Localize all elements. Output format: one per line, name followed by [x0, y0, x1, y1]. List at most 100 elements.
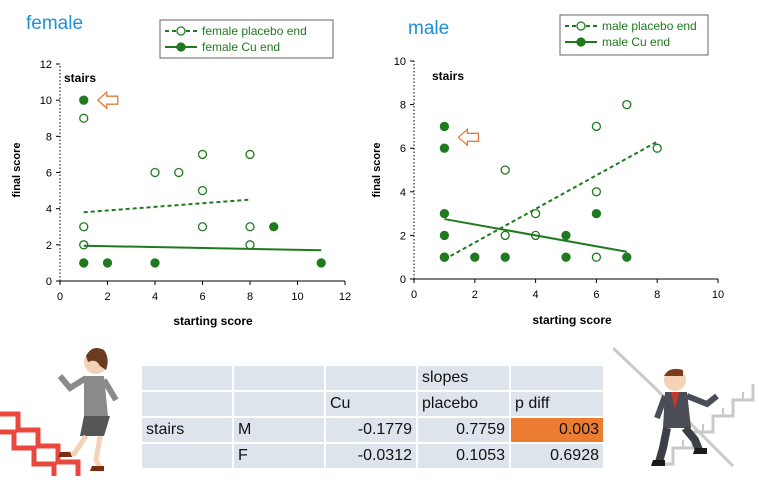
y-tick-label: 4: [46, 204, 52, 216]
legend-label: female Cu end: [202, 40, 280, 54]
row-label: M: [234, 418, 324, 442]
cu-data-point: [622, 252, 632, 262]
slopes-table: slopes Cu placebo p diff stairs M -0.177…: [140, 364, 605, 470]
y-tick-label: 10: [394, 56, 406, 68]
x-tick-label: 8: [654, 289, 660, 301]
placebo-data-point: [591, 187, 602, 197]
placebo-data-point: [500, 230, 510, 241]
placebo-data-point: [622, 99, 632, 110]
row-group-label: stairs: [142, 418, 232, 442]
cu-fit-line: [444, 218, 627, 253]
man-climbing-stairs-illustration: [613, 346, 755, 468]
x-tick-label: 6: [199, 291, 205, 303]
cu-data-point: [591, 208, 602, 219]
y-tick-label: 2: [400, 230, 406, 242]
woman-figure: [57, 348, 119, 471]
table-header-row: slopes: [142, 366, 603, 390]
y-tick-label: 0: [400, 274, 406, 286]
cu-slope-cell: -0.1779: [326, 418, 416, 442]
cu-data-point: [439, 252, 450, 262]
table-row: F -0.0312 0.1053 0.6928: [142, 444, 603, 468]
cu-data-point: [470, 252, 480, 262]
female-stairs-chart: 0 2 4 6 8 10 12 0 2 4 6 8 10 12 stairs starting score fi…: [11, 19, 351, 328]
cu-data-point: [150, 258, 160, 268]
y-tick-label: 8: [46, 131, 52, 143]
cu-data-point: [439, 230, 450, 241]
placebo-fit-line: [83, 198, 251, 214]
table-header-row: Cu placebo p diff: [142, 392, 603, 416]
chart-title: stairs: [64, 71, 96, 85]
x-tick-label: 8: [247, 291, 253, 303]
legend-label: male placebo end: [602, 19, 697, 33]
placebo-slope-cell: 0.7759: [418, 418, 509, 442]
column-header-p-diff: p diff: [511, 392, 603, 416]
cu-data-point: [269, 222, 279, 232]
cu-data-point: [102, 258, 113, 268]
slopes-group-header: slopes: [418, 366, 509, 390]
female-heading: female: [26, 13, 84, 34]
table-cell-empty: [142, 392, 232, 416]
stairs-left-graphic: [0, 411, 81, 476]
table-cell-empty: [142, 366, 232, 390]
legend-marker-swatch: [576, 21, 586, 31]
table-row: stairs M -0.1779 0.7759 0.003: [142, 418, 603, 442]
legend-marker-swatch: [576, 37, 586, 47]
placebo-data-point: [245, 149, 255, 160]
x-tick-label: 0: [57, 291, 63, 303]
placebo-data-point: [197, 222, 208, 232]
placebo-data-point: [150, 167, 160, 178]
placebo-data-point: [530, 230, 541, 241]
legend-marker-swatch: [176, 42, 186, 52]
table-cell-empty: [234, 366, 324, 390]
table-cell-empty: [234, 392, 324, 416]
placebo-data-point: [652, 143, 662, 153]
placebo-data-point: [591, 121, 602, 132]
column-header-cu: Cu: [326, 392, 416, 416]
woman-climbing-stairs-illustration: [0, 348, 119, 476]
y-tick-label: 10: [40, 95, 52, 107]
placebo-data-point: [197, 185, 208, 196]
cu-data-point: [439, 208, 450, 219]
placebo-data-point: [439, 252, 450, 262]
placebo-data-point: [79, 222, 89, 232]
chart-title: stairs: [432, 69, 464, 83]
y-tick-label: 2: [46, 240, 52, 252]
cu-data-point: [561, 252, 571, 262]
column-header-placebo: placebo: [418, 392, 509, 416]
man-figure: [651, 368, 719, 466]
y-axis-label: final score: [11, 142, 23, 197]
x-tick-label: 2: [104, 291, 110, 303]
x-tick-label: 2: [472, 289, 478, 301]
y-tick-label: 6: [400, 143, 406, 155]
cu-data-point: [316, 258, 326, 268]
legend-label: female placebo end: [202, 24, 307, 38]
placebo-data-point: [245, 240, 255, 250]
placebo-data-point: [530, 208, 541, 219]
x-axis-label: starting score: [532, 313, 612, 327]
table-cell-empty: [142, 444, 232, 468]
cu-data-point: [439, 143, 450, 153]
y-tick-label: 6: [46, 168, 52, 180]
placebo-data-point: [79, 113, 89, 123]
y-tick-label: 4: [400, 187, 406, 199]
table-cell-empty: [326, 366, 416, 390]
x-tick-label: 6: [593, 289, 599, 301]
cu-data-point: [79, 95, 89, 105]
placebo-data-point: [197, 149, 208, 160]
cu-data-point: [500, 252, 510, 262]
x-tick-label: 12: [339, 291, 351, 303]
legend-label: male Cu end: [602, 35, 670, 49]
y-tick-label: 8: [400, 100, 406, 112]
male-heading: male: [408, 18, 450, 39]
cu-data-point: [439, 121, 450, 132]
p-diff-cell: 0.6928: [511, 444, 603, 468]
cu-fit-line: [83, 244, 322, 252]
placebo-fit-line: [443, 140, 658, 261]
placebo-data-point: [591, 252, 602, 262]
cu-slope-cell: -0.0312: [326, 444, 416, 468]
x-axis-label: starting score: [173, 314, 253, 328]
placebo-data-point: [174, 167, 184, 178]
table-cell-empty: [511, 366, 603, 390]
x-tick-label: 10: [712, 289, 724, 301]
legend-marker-swatch: [176, 26, 186, 36]
